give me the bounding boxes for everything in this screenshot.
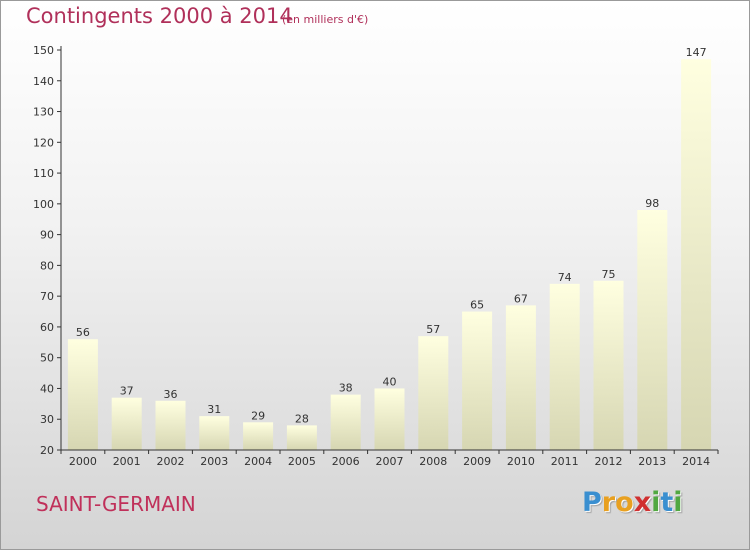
y-tick-label: 70 — [40, 290, 54, 303]
data-label: 38 — [339, 382, 353, 395]
x-tick-label: 2011 — [551, 455, 579, 468]
logo-letter: r — [601, 487, 616, 518]
data-label: 40 — [383, 375, 397, 388]
x-tick-label: 2006 — [332, 455, 360, 468]
x-tick-label: 2004 — [244, 455, 272, 468]
bar — [67, 339, 98, 450]
data-label: 74 — [558, 271, 572, 284]
y-tick-label: 90 — [40, 229, 54, 242]
y-tick-label: 140 — [33, 75, 54, 88]
bar — [243, 422, 274, 450]
x-tick-label: 2013 — [638, 455, 666, 468]
proxiti-logo: Proxiti — [582, 487, 683, 518]
data-label: 56 — [76, 326, 90, 339]
y-tick-label: 150 — [33, 44, 54, 57]
data-label: 67 — [514, 292, 528, 305]
logo-letter: o — [615, 487, 634, 518]
x-tick-label: 2009 — [463, 455, 491, 468]
bar — [330, 394, 361, 450]
labels-group: 56 2000 37 2001 36 2002 31 2003 29 2004 28 2005 38 20… — [33, 44, 710, 468]
y-tick-label: 130 — [33, 106, 54, 119]
bar — [374, 388, 405, 450]
bar — [111, 397, 142, 450]
data-label: 37 — [120, 385, 134, 398]
bar — [505, 305, 536, 450]
x-tick-label: 2008 — [419, 455, 447, 468]
commune-name: SAINT-GERMAIN — [36, 492, 196, 516]
data-label: 31 — [207, 403, 221, 416]
data-label: 28 — [295, 412, 309, 425]
x-tick-label: 2003 — [200, 455, 228, 468]
bar — [199, 416, 230, 450]
y-tick-label: 120 — [33, 136, 54, 149]
data-label: 98 — [645, 197, 659, 210]
logo-letter: i — [651, 487, 661, 518]
y-tick-label: 110 — [33, 167, 54, 180]
x-tick-label: 2002 — [157, 455, 185, 468]
logo-letter: x — [633, 487, 652, 518]
logo-letter: t — [660, 487, 674, 518]
bars-group — [67, 59, 712, 450]
bar — [462, 311, 493, 450]
x-tick-label: 2005 — [288, 455, 316, 468]
y-tick-label: 20 — [40, 444, 54, 457]
bar — [286, 425, 317, 450]
axes-group — [57, 46, 719, 454]
chart-subtitle: (en milliers d'€) — [282, 13, 369, 26]
data-label: 75 — [602, 268, 616, 281]
y-tick-label: 60 — [40, 321, 54, 334]
bar — [681, 59, 712, 450]
data-label: 36 — [164, 388, 178, 401]
x-tick-label: 2012 — [595, 455, 623, 468]
y-tick-label: 30 — [40, 413, 54, 426]
x-tick-label: 2001 — [113, 455, 141, 468]
x-tick-label: 2000 — [69, 455, 97, 468]
data-label: 57 — [426, 323, 440, 336]
y-tick-label: 80 — [40, 259, 54, 272]
y-tick-label: 50 — [40, 352, 54, 365]
chart-title: Contingents 2000 à 2014 — [26, 4, 293, 28]
logo-letter: i — [673, 487, 683, 518]
data-label: 29 — [251, 409, 265, 422]
y-tick-label: 100 — [33, 198, 54, 211]
bar — [637, 210, 668, 450]
logo-letter: P — [582, 487, 602, 518]
bar — [593, 280, 624, 450]
bar — [155, 400, 186, 450]
y-tick-label: 40 — [40, 382, 54, 395]
data-label: 65 — [470, 299, 484, 312]
data-label: 147 — [686, 46, 707, 59]
x-tick-label: 2010 — [507, 455, 535, 468]
x-tick-label: 2007 — [376, 455, 404, 468]
bar — [549, 283, 580, 450]
bar — [418, 336, 449, 450]
x-tick-label: 2014 — [682, 455, 710, 468]
